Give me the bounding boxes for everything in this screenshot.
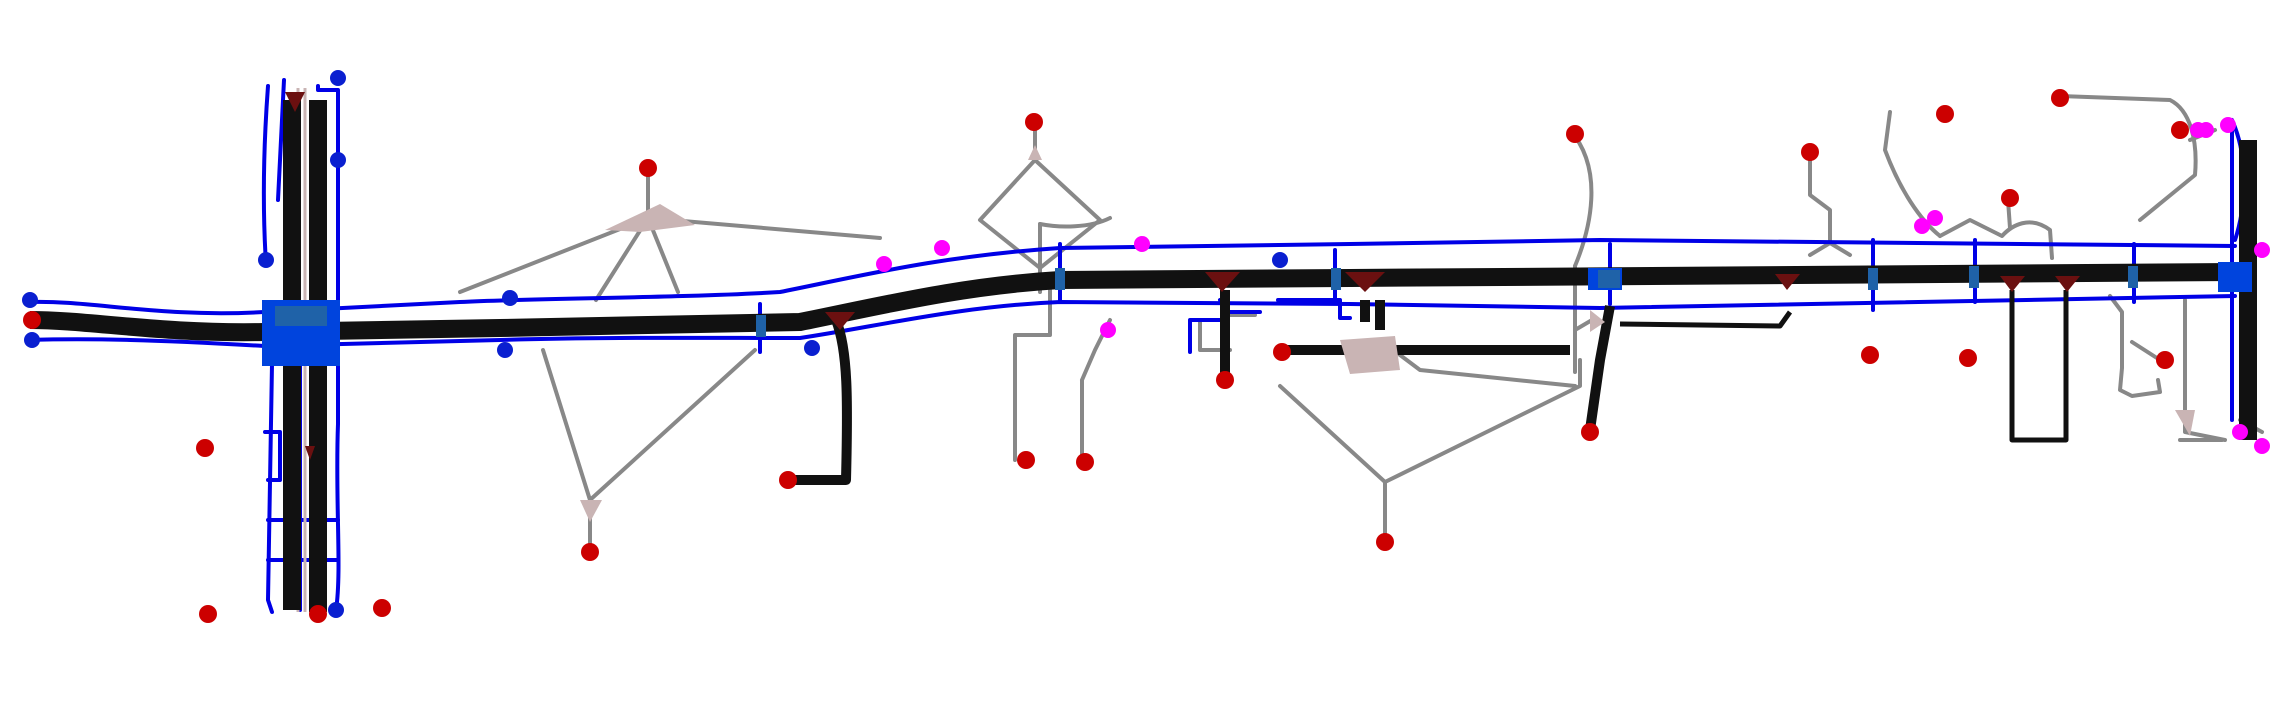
junctions-minor xyxy=(756,266,2138,337)
junctions-major xyxy=(262,262,2252,366)
endpoint-nodes-magenta xyxy=(876,117,2270,454)
endpoint-nodes-red xyxy=(23,89,2189,623)
junction-main-west-inner xyxy=(275,306,327,326)
junction-plazas xyxy=(580,145,2195,522)
dark-red-markers xyxy=(285,92,2080,460)
junction-main-east xyxy=(2218,262,2252,292)
secondary-roads xyxy=(790,290,2069,485)
junction-center-inner xyxy=(1598,270,1620,288)
endpoint-nodes-blue xyxy=(22,70,1288,618)
